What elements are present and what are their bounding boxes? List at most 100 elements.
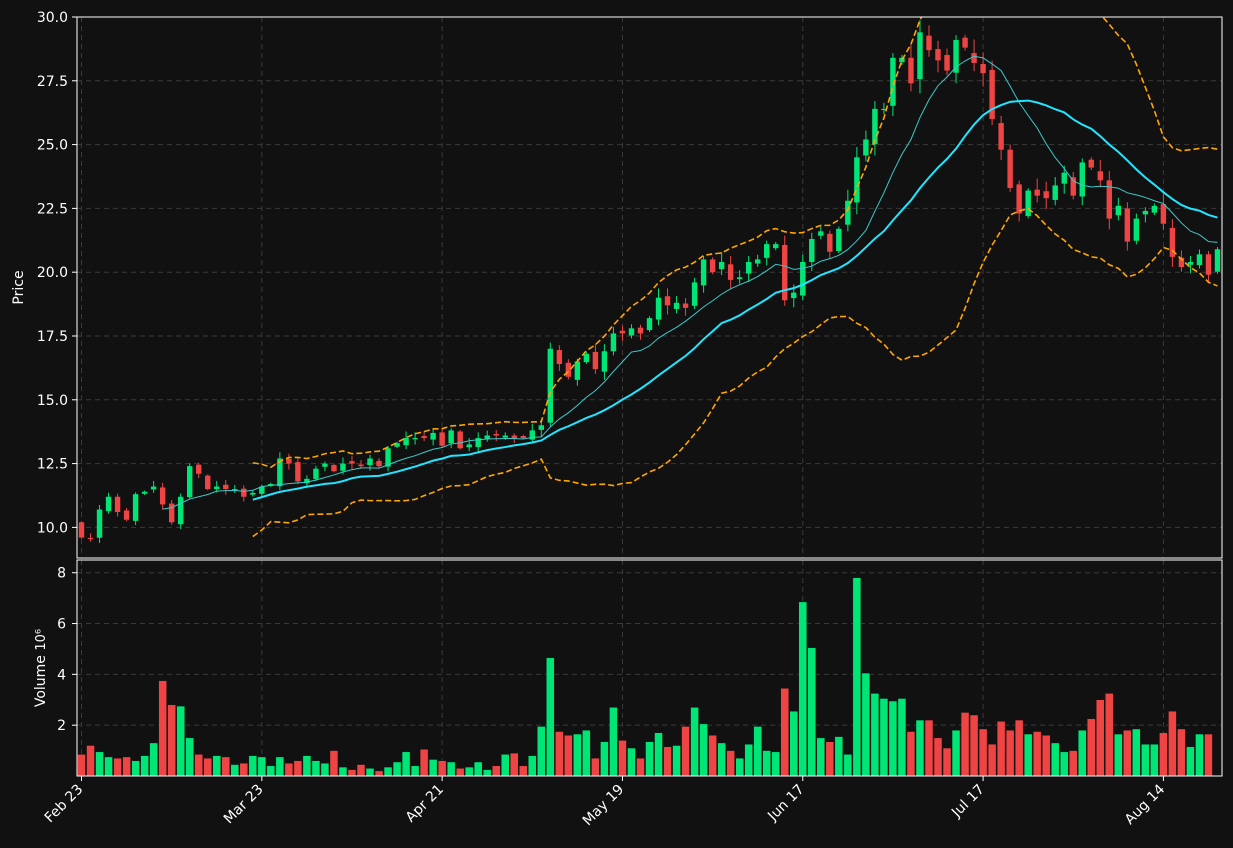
candle-body <box>141 491 148 494</box>
candle-body <box>1052 185 1058 200</box>
volume-bar <box>762 750 771 776</box>
candle-body <box>890 57 896 106</box>
volume-bar <box>392 761 402 776</box>
volume-bar <box>600 741 609 776</box>
volume-bar <box>582 730 591 776</box>
candle-body <box>358 464 364 467</box>
volume-bar <box>401 751 411 776</box>
candle-body <box>1187 261 1194 265</box>
volume-bar <box>347 769 357 776</box>
volume-bar <box>1087 718 1096 776</box>
volume-bar <box>1204 733 1213 776</box>
candle-body <box>1115 205 1122 216</box>
volume-bar <box>122 756 131 776</box>
candle-body <box>105 496 112 512</box>
volume-bar <box>996 721 1006 776</box>
candle-body <box>809 239 815 262</box>
price-axis-label: Price <box>11 270 27 304</box>
volume-bar <box>329 750 339 776</box>
volume-bar <box>1168 711 1177 776</box>
candle-body <box>520 435 526 439</box>
volume-bar <box>501 754 510 776</box>
candle-body <box>448 430 454 444</box>
volume-bar <box>708 735 717 776</box>
volume-bar <box>77 754 86 776</box>
candle-body <box>610 333 617 352</box>
indicator-lines <box>162 17 1218 538</box>
price-grid <box>77 16 1222 558</box>
candle-body <box>1169 227 1176 257</box>
volume-tick-label: 6 <box>57 617 66 633</box>
candle-body <box>845 200 851 225</box>
volume-bar <box>428 759 438 776</box>
candle-body <box>827 233 833 252</box>
candle-body <box>457 431 463 449</box>
upper-band-line <box>252 17 1218 469</box>
candle-body <box>646 318 653 331</box>
volume-bar <box>645 741 654 776</box>
candle-body <box>1070 177 1076 196</box>
candle-body <box>754 259 761 264</box>
volume-panel-frame <box>76 559 1223 777</box>
volume-bar <box>969 714 979 776</box>
candle-body <box>782 244 788 301</box>
price-tick-label: 30.0 <box>37 10 68 26</box>
candle-body <box>736 277 743 280</box>
price-panel-frame <box>76 16 1223 559</box>
volume-bar <box>537 726 546 776</box>
candle-body <box>421 435 427 439</box>
volume-bar <box>726 750 735 776</box>
volume-bar <box>852 577 862 776</box>
volume-bar <box>293 760 303 776</box>
candle-body <box>908 57 914 84</box>
candle-body <box>953 39 959 73</box>
candle-body <box>791 292 797 299</box>
volume-bar <box>1159 732 1168 776</box>
candle-body <box>394 443 400 447</box>
candle-body <box>1043 191 1049 199</box>
candle-body <box>430 432 436 440</box>
candle-body <box>1088 159 1094 168</box>
candle-body <box>818 231 824 236</box>
volume-bar <box>1105 693 1114 776</box>
candle-body <box>295 462 301 482</box>
candle-body <box>484 435 490 439</box>
volume-bar <box>735 758 744 776</box>
candle-body <box>268 483 274 486</box>
candle-body <box>538 425 545 430</box>
candle-body <box>764 244 770 258</box>
candle-body <box>1196 254 1203 266</box>
volume-tick-label: 4 <box>57 667 66 683</box>
candle-body <box>96 509 103 538</box>
volume-bar <box>798 601 807 776</box>
candle-body <box>655 297 662 320</box>
volume-bar <box>555 731 564 776</box>
candle-body <box>376 460 382 467</box>
candle-body <box>1061 172 1067 184</box>
x-tick-label: Mar 23 <box>221 782 267 828</box>
volume-bar <box>338 766 348 776</box>
candle-body <box>926 35 932 51</box>
candle-body <box>664 296 671 306</box>
volume-bar <box>861 672 871 776</box>
volume-bar <box>528 755 537 776</box>
price-tick-label: 20.0 <box>37 265 68 281</box>
volume-bar <box>897 698 907 776</box>
volume-bar <box>888 700 898 776</box>
volume-bar <box>311 760 321 776</box>
candle-body <box>223 484 229 490</box>
candle-body <box>475 438 481 447</box>
candle-body <box>944 54 950 71</box>
candle-body <box>1178 257 1185 268</box>
candle-body <box>493 433 499 436</box>
volume-bar <box>1042 735 1051 776</box>
candle-body <box>466 444 472 448</box>
candle-body <box>78 522 85 538</box>
volume-bar <box>519 765 528 776</box>
candle-body <box>205 475 211 490</box>
volume-bar <box>942 747 952 776</box>
volume-bar <box>284 763 294 776</box>
candle-body <box>1151 205 1158 213</box>
candle-body <box>367 458 373 466</box>
